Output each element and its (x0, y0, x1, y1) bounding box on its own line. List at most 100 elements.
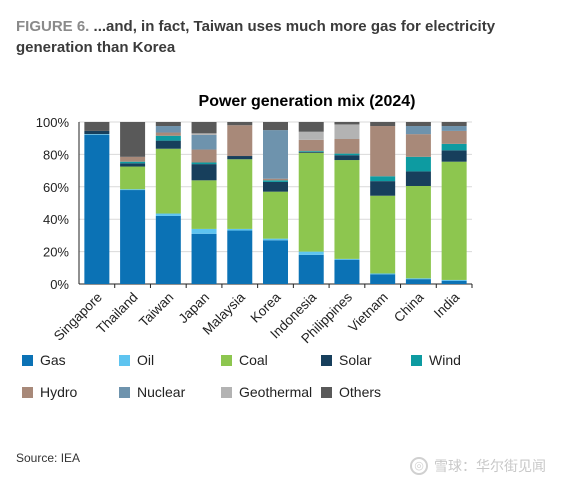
chart-title: Power generation mix (2024) (198, 93, 416, 110)
legend-item-solar: Solar (321, 351, 372, 369)
bar-segment-gas (441, 280, 467, 284)
bar-segment-gas (155, 215, 181, 284)
figure-title: FIGURE 6. ...and, in fact, Taiwan uses m… (16, 16, 536, 58)
bar-segment-others (334, 122, 360, 125)
bar-segment-others (405, 122, 431, 127)
bar-segment-nuclear (191, 134, 217, 150)
bar-segment-oil (227, 228, 253, 231)
bar-segment-oil (298, 251, 324, 255)
bar-segment-hydro (120, 156, 146, 162)
legend-label: Geothermal (239, 384, 313, 400)
bar-segment-wind (120, 161, 146, 164)
legend-swatch (22, 354, 33, 366)
bar-segment-others (155, 122, 181, 127)
bar-segment-nuclear (263, 130, 288, 179)
y-tick-label: 60% (43, 180, 69, 195)
bar-segment-hydro (441, 130, 467, 144)
bar-segment-geothermal (334, 124, 360, 140)
stacked-bar-chart: 0%20%40%60%80%100%SingaporeThailandTaiwa… (36, 115, 473, 346)
bar-segment-oil (263, 238, 288, 241)
bar-segment-gas (120, 190, 146, 284)
bar-segment-wind (298, 151, 324, 152)
legend-swatch (321, 386, 332, 398)
bar-segment-others (191, 122, 217, 134)
legend-item-geothermal: Geothermal (221, 383, 312, 401)
legend-item-others: Others (321, 383, 381, 401)
bar-segment-nuclear (155, 126, 181, 133)
bar-segment-hydro (370, 126, 396, 177)
bar-segment-gas (227, 230, 253, 284)
bar-segment-wind (405, 156, 431, 172)
bar-segment-solar (227, 156, 253, 160)
bar-segment-coal (441, 161, 467, 280)
bar-segment-gas (405, 279, 431, 284)
bar-segment-coal (370, 195, 396, 274)
bar-segment-gas (370, 274, 396, 284)
figure-title-text: ...and, in fact, Taiwan uses much more g… (16, 18, 496, 56)
bar-segment-coal (334, 160, 360, 259)
bar-segment-gas (263, 240, 288, 284)
bar-segment-others (120, 122, 146, 157)
x-category-label: China (391, 289, 427, 325)
x-category-label: India (431, 289, 463, 321)
x-category-label: Singapore (51, 290, 105, 344)
y-tick-label: 100% (36, 115, 70, 130)
bar-segment-nuclear (405, 126, 431, 135)
bar-segment-oil (441, 279, 467, 281)
bar-segment-hydro (263, 178, 288, 181)
bar-segment-oil (334, 258, 360, 260)
bar-segment-oil (191, 228, 217, 234)
bar-segment-coal (227, 159, 253, 229)
bar-segment-solar (84, 130, 110, 135)
bar-segment-coal (298, 152, 324, 252)
y-tick-label: 0% (50, 277, 69, 292)
bar-segment-hydro (227, 125, 253, 157)
bar-segment-solar (155, 140, 181, 149)
y-tick-label: 40% (43, 212, 69, 227)
watermark: ◎ 雪球：华尔街见闻 (410, 456, 546, 476)
bar-segment-others (298, 122, 324, 132)
bar-segment-hydro (405, 134, 431, 157)
bar-segment-gas (298, 254, 324, 284)
bar-segment-oil (120, 189, 146, 191)
bar-segment-solar (334, 155, 360, 161)
bar-segment-solar (405, 171, 431, 186)
legend-swatch (321, 354, 332, 366)
legend-swatch (411, 354, 422, 366)
bar-segment-others (84, 122, 110, 131)
bar-segment-gas (334, 259, 360, 284)
legend-swatch (119, 354, 130, 366)
bar-segment-hydro (334, 139, 360, 154)
bar-segment-geothermal (191, 133, 217, 135)
legend-item-oil: Oil (119, 351, 154, 369)
legend-label: Solar (339, 352, 372, 368)
bar-segment-others (263, 122, 288, 131)
legend-label: Oil (137, 352, 155, 368)
bar-segment-wind (441, 143, 467, 151)
bar-segment-others (227, 122, 253, 126)
legend-swatch (221, 386, 232, 398)
bar-segment-solar (370, 181, 396, 196)
legend-item-nuclear: Nuclear (119, 383, 185, 401)
bar-segment-hydro (191, 149, 217, 163)
legend-item-coal: Coal (221, 351, 268, 369)
bar-segment-wind (155, 135, 181, 141)
bar-segment-gas (84, 134, 110, 284)
chart-legend: Gas Oil Coal Solar Wind Hydro Nuclear Geotherma… (22, 351, 542, 411)
x-category-label: Vietnam (345, 290, 390, 335)
bar-segment-others (370, 122, 396, 127)
watermark-logo-icon: ◎ (410, 457, 428, 475)
bar-segment-others (441, 122, 467, 127)
bar-segment-solar (120, 163, 146, 167)
bar-segment-coal (155, 148, 181, 214)
bar-segment-hydro (298, 139, 324, 152)
legend-label: Coal (239, 352, 268, 368)
bar-segment-solar (191, 164, 217, 181)
legend-item-hydro: Hydro (22, 383, 77, 401)
bar-segment-oil (405, 278, 431, 280)
legend-label: Gas (40, 352, 66, 368)
bar-segment-oil (370, 273, 396, 275)
bar-segment-wind (370, 176, 396, 182)
bar-segment-coal (405, 185, 431, 279)
bar-segment-coal (263, 191, 288, 239)
